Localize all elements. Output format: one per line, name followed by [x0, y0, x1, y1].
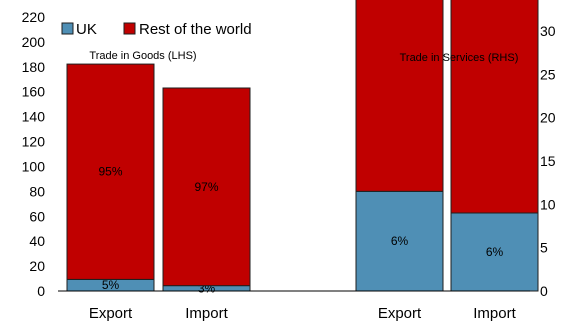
bar-data-label: 95% — [98, 165, 122, 179]
group-labels: Trade in Goods (LHS) Trade in Services (R… — [89, 50, 518, 64]
right-tick-label: 30 — [540, 23, 556, 39]
left-tick-label: 140 — [22, 109, 46, 125]
bar-rest-of-world — [162, 87, 251, 287]
left-tick-label: 80 — [29, 183, 45, 199]
left-axis: 0 20 40 60 80 100 120 140 160 180 200 220 — [22, 9, 46, 299]
legend-swatch-uk — [61, 22, 74, 35]
left-tick-label: 100 — [22, 158, 46, 174]
left-tick-label: 220 — [22, 9, 46, 25]
right-tick-label: 10 — [540, 196, 556, 212]
right-tick-label: 5 — [540, 240, 548, 256]
legend-swatch-rest-of-world — [123, 22, 136, 35]
left-tick-label: 20 — [29, 258, 45, 274]
x-tick-label: Export — [378, 305, 422, 322]
bars: 5%95%3%97%6%94%6%94% — [66, 0, 539, 295]
left-tick-label: 120 — [22, 134, 46, 150]
left-tick-label: 40 — [29, 233, 45, 249]
x-tick-label: Export — [89, 305, 133, 322]
x-tick-label: Import — [185, 305, 228, 322]
bar-data-label: 97% — [194, 180, 218, 194]
x-tick-label: Import — [473, 305, 516, 322]
right-tick-label: 20 — [540, 110, 556, 126]
legend: UK Rest of the world — [61, 21, 252, 38]
left-tick-label: 60 — [29, 208, 45, 224]
bar-data-label: 6% — [486, 245, 504, 259]
bar-rest-of-world — [66, 63, 155, 280]
left-tick-label: 0 — [37, 283, 45, 299]
right-axis: 0 5 10 15 20 25 30 — [540, 23, 556, 299]
legend-label-uk: UK — [76, 21, 97, 38]
bar-data-label: 5% — [102, 278, 120, 292]
bar-rest-of-world — [355, 0, 444, 192]
right-tick-label: 25 — [540, 66, 556, 82]
left-tick-label: 160 — [22, 84, 46, 100]
right-tick-label: 15 — [540, 153, 556, 169]
bar-data-label: 6% — [391, 234, 409, 248]
group-label-services: Trade in Services (RHS) — [400, 52, 519, 64]
left-tick-label: 200 — [22, 34, 46, 50]
group-label-goods: Trade in Goods (LHS) — [89, 50, 196, 62]
x-axis-labels: Export Import Export Import — [89, 305, 517, 322]
legend-label-rest-of-world: Rest of the world — [139, 21, 252, 38]
left-tick-label: 180 — [22, 59, 46, 75]
bar-rest-of-world — [450, 0, 539, 214]
right-tick-label: 0 — [540, 283, 548, 299]
